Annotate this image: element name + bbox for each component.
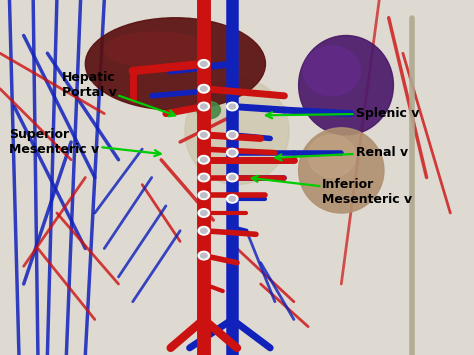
Circle shape	[198, 209, 210, 217]
Circle shape	[201, 86, 207, 91]
Circle shape	[201, 132, 207, 137]
Circle shape	[229, 196, 236, 201]
Circle shape	[229, 150, 236, 155]
Circle shape	[227, 148, 238, 157]
Ellipse shape	[308, 135, 356, 178]
Circle shape	[201, 211, 207, 215]
Text: Renal v: Renal v	[275, 146, 408, 160]
Circle shape	[201, 253, 207, 258]
Ellipse shape	[197, 101, 220, 119]
Ellipse shape	[104, 32, 209, 67]
Circle shape	[201, 61, 207, 66]
Text: Splenic v: Splenic v	[266, 107, 419, 120]
Text: Hepatic
Portal v: Hepatic Portal v	[62, 71, 175, 116]
Circle shape	[201, 104, 207, 109]
Circle shape	[201, 193, 207, 198]
Circle shape	[198, 84, 210, 93]
Text: Inferior
Mesenteric v: Inferior Mesenteric v	[252, 176, 412, 206]
Ellipse shape	[303, 46, 360, 96]
Ellipse shape	[299, 128, 384, 213]
Circle shape	[198, 131, 210, 139]
Circle shape	[227, 173, 238, 182]
Circle shape	[229, 104, 236, 109]
Text: Superior
Mesenteric v: Superior Mesenteric v	[9, 128, 161, 156]
Circle shape	[227, 131, 238, 139]
Ellipse shape	[185, 78, 289, 185]
Circle shape	[198, 173, 210, 182]
Circle shape	[201, 228, 207, 233]
Circle shape	[229, 132, 236, 137]
Circle shape	[198, 102, 210, 111]
Circle shape	[201, 175, 207, 180]
Circle shape	[227, 102, 238, 111]
Circle shape	[201, 157, 207, 162]
Circle shape	[198, 191, 210, 200]
Circle shape	[198, 226, 210, 235]
Circle shape	[198, 155, 210, 164]
Circle shape	[198, 251, 210, 260]
Ellipse shape	[85, 18, 265, 110]
Ellipse shape	[299, 36, 393, 135]
Circle shape	[198, 60, 210, 68]
Circle shape	[227, 195, 238, 203]
Circle shape	[229, 175, 236, 180]
